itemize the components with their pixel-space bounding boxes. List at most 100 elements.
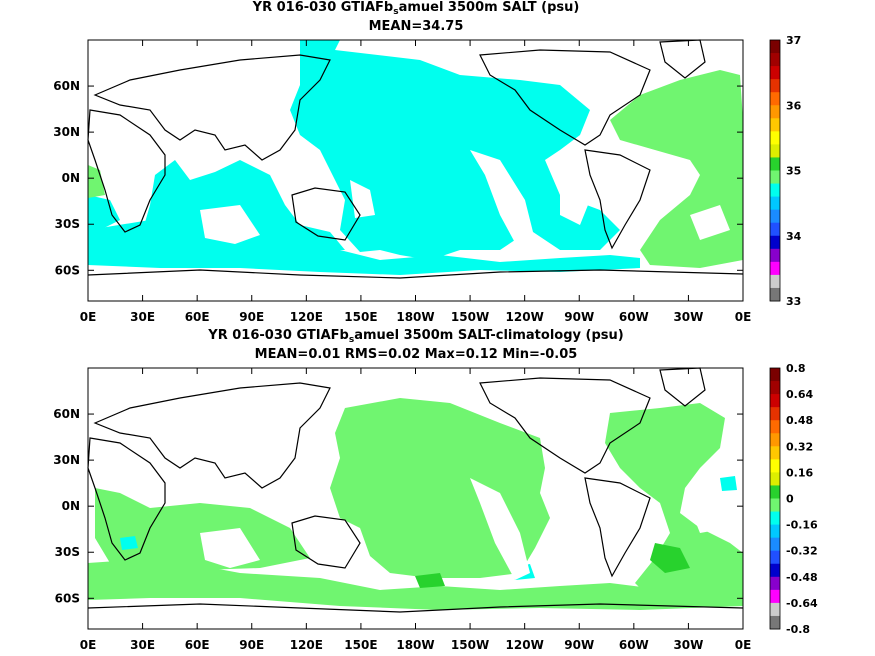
colorbar-tick-label: 0.48 <box>786 414 813 427</box>
x-axis: 0E 30E 60E 90E 120E 150E 180W 150W 120W 90W 60W 30W… <box>80 40 751 324</box>
anomaly-map-panel: YR 016-030 GTIAFbsamuel 3500m SALT-clima… <box>0 328 875 656</box>
colorbar-swatch <box>770 248 780 263</box>
colorbar-frame <box>769 367 781 630</box>
coast-antarctica <box>87 603 744 613</box>
chart-title: YR 016-030 GTIAFbsamuel 3500m SALT (psu) <box>252 0 580 17</box>
coast-africa <box>87 109 166 233</box>
x-tick-label: 120W <box>506 638 544 652</box>
colorbar-tick-label: 36 <box>786 99 802 112</box>
y-axis: 60N 30N 0N 30S 60S <box>53 79 743 277</box>
coast-south-america <box>584 477 651 578</box>
colorbar-swatch <box>770 222 780 237</box>
y-tick-label: 0N <box>62 499 80 513</box>
colorbar-swatch <box>770 53 780 67</box>
y-tick-label: 30N <box>53 125 80 139</box>
coast-greenland <box>659 39 706 79</box>
colorbar-swatch <box>770 394 780 408</box>
ridge-gap-4 <box>690 500 728 533</box>
y-tick-label: 60S <box>55 263 80 277</box>
colorbar-tick-label: -0.16 <box>786 519 818 532</box>
colorbar-tick-label: 34 <box>786 230 802 243</box>
x-tick-label: 60E <box>185 310 210 324</box>
colorbar-swatch <box>770 144 780 158</box>
ridge-gap-2 <box>200 205 260 244</box>
coast-australia <box>291 515 361 569</box>
colorbar-swatch <box>770 550 780 565</box>
coast-eurasia <box>93 54 331 161</box>
coast-north-america <box>479 49 651 146</box>
ridge-gap-3 <box>558 518 590 556</box>
colorbar-swatch <box>770 576 780 591</box>
field-south-atlantic-max <box>650 543 690 573</box>
x-tick-label: 30E <box>130 310 155 324</box>
coast-antarctica <box>87 269 744 279</box>
colorbar-swatch <box>770 92 780 106</box>
colorbar-swatch <box>770 40 780 54</box>
x-tick-label: 150W <box>451 310 489 324</box>
colorbar-swatch <box>770 433 780 447</box>
x-tick-label: 0E <box>80 638 97 652</box>
x-tick-label: 90W <box>564 310 594 324</box>
x-tick-label: 90E <box>239 310 264 324</box>
field-indian-ocean <box>95 488 310 570</box>
coast-africa <box>87 437 166 561</box>
field-cyan-patch-3 <box>720 476 737 491</box>
colorbar-swatch <box>770 261 780 276</box>
x-tick-label: 150E <box>344 310 377 324</box>
coast-north-america <box>479 377 651 474</box>
field-south-atlantic-west <box>88 195 120 232</box>
coastlines <box>87 39 744 279</box>
y-axis: 60N 30N 0N 30S 60S <box>53 407 743 605</box>
colorbar-swatch <box>770 368 780 382</box>
coast-south-america <box>584 149 651 250</box>
y-tick-label: 30S <box>55 217 80 231</box>
chart-subtitle: MEAN=34.75 <box>368 19 464 34</box>
coast-greenland <box>659 367 706 407</box>
x-tick-label: 120E <box>290 638 323 652</box>
y-tick-label: 60N <box>53 407 80 421</box>
colorbar-swatch <box>770 105 780 119</box>
x-tick-label: 30E <box>130 638 155 652</box>
colorbar-swatch <box>770 537 780 552</box>
ridge-gap-1 <box>470 478 530 580</box>
colorbar-swatch <box>770 524 780 539</box>
colorbar: 0.8 0.64 0.48 0.32 0.16 0 -0.16 -0.32 -0.48 -0.64… <box>769 362 818 636</box>
colorbar-tick-label: -0.64 <box>786 597 818 610</box>
x-tick-label: 180W <box>396 638 434 652</box>
colorbar-swatch <box>770 170 780 185</box>
x-tick-label: 30W <box>673 638 703 652</box>
field-local-highlight <box>415 573 445 588</box>
x-tick-label: 0E <box>80 310 97 324</box>
colorbar-swatch <box>770 485 780 499</box>
colorbar-tick-label: 0.8 <box>786 362 806 375</box>
colorbar-tick-label: 33 <box>786 295 801 308</box>
y-tick-label: 30N <box>53 453 80 467</box>
x-tick-label: 60E <box>185 638 210 652</box>
field-southern-ocean <box>88 220 640 275</box>
x-tick-label: 150E <box>344 638 377 652</box>
coast-australia <box>291 187 361 241</box>
x-tick-label: 60W <box>619 310 649 324</box>
colorbar-swatch <box>770 511 780 526</box>
x-tick-label: 120W <box>506 310 544 324</box>
coastlines <box>87 367 744 613</box>
x-tick-label: 90E <box>239 638 264 652</box>
field-north-atlantic <box>605 403 743 603</box>
x-tick-label: 120E <box>290 310 323 324</box>
y-tick-label: 60N <box>53 79 80 93</box>
coast-eurasia <box>93 382 331 489</box>
x-tick-label: 0E <box>735 638 752 652</box>
colorbar-swatch <box>770 615 780 630</box>
colorbar-swatch <box>770 131 780 145</box>
colorbar-tick-label: 37 <box>786 34 801 47</box>
colorbar-swatch <box>770 446 780 460</box>
colorbar-tick-label: 0.32 <box>786 440 813 453</box>
salinity-map-panel: YR 016-030 GTIAFbsamuel 3500m SALT (psu)… <box>53 0 802 324</box>
y-tick-label: 60S <box>55 591 80 605</box>
colorbar-tick-label: -0.32 <box>786 545 818 558</box>
colorbar-tick-label: 0.16 <box>786 466 813 479</box>
colorbar-swatch <box>770 589 780 604</box>
colorbar-swatch <box>770 66 780 80</box>
colorbar-swatch <box>770 407 780 421</box>
field-cyan-patch-1 <box>120 536 138 550</box>
